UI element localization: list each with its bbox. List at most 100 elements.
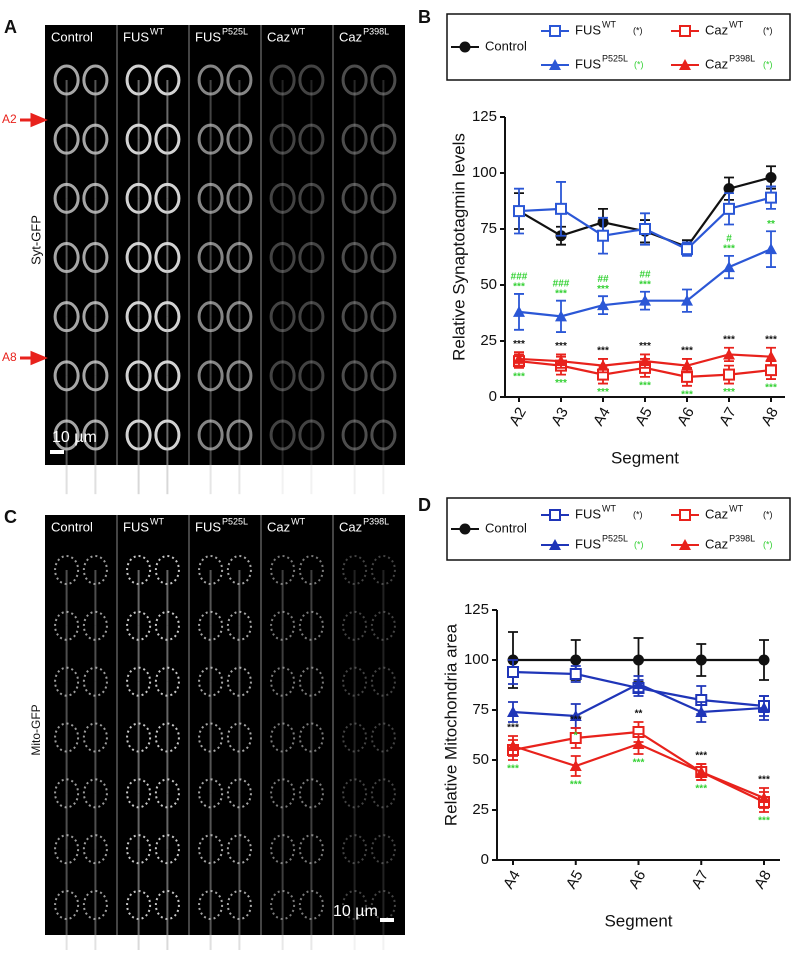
point <box>758 702 770 713</box>
column-label: Caz <box>267 519 290 534</box>
legend-label: FUS <box>575 536 601 551</box>
tissue-blob <box>53 419 80 451</box>
point <box>632 678 645 689</box>
column-label: FUS <box>195 29 221 44</box>
tissue-blob <box>226 419 253 451</box>
tissue-blob <box>298 778 324 809</box>
segment-arrow <box>20 112 48 128</box>
tissue-blob <box>82 555 108 585</box>
point <box>681 294 693 306</box>
column-label-sup: WT <box>291 516 305 526</box>
point <box>723 183 735 195</box>
legend-label: Control <box>485 38 527 53</box>
tissue-blob <box>269 123 296 155</box>
significance: *** <box>639 279 651 290</box>
significance: *** <box>758 816 770 827</box>
y-tick-label: 0 <box>489 388 497 405</box>
significance: *** <box>597 387 609 398</box>
tissue-blob <box>54 555 80 585</box>
legend-label-sup: WT <box>602 503 616 513</box>
significance: *** <box>555 288 567 299</box>
significance: *** <box>570 780 582 791</box>
y-tick-label: 25 <box>472 801 489 818</box>
tissue-blob <box>53 301 80 333</box>
significance: * <box>574 731 578 742</box>
point <box>681 359 693 371</box>
significance: *** <box>681 389 693 400</box>
tissue-blob <box>298 890 324 920</box>
column-label: Caz <box>339 519 362 534</box>
tissue-blob <box>126 610 152 641</box>
stain-label: Mito-GFP <box>29 704 43 755</box>
legend-note: (*) <box>763 25 773 35</box>
tissue-blob <box>270 778 296 809</box>
tissue-blob <box>269 242 296 273</box>
point <box>569 668 582 680</box>
point <box>633 654 644 666</box>
significance: *** <box>507 723 519 734</box>
tissue-blob <box>82 834 108 865</box>
significance: *** <box>570 715 582 726</box>
panel-letter: C <box>4 507 17 527</box>
tissue-blob <box>198 778 224 809</box>
column-label-sup: WT <box>291 26 305 36</box>
legend-label: Caz <box>705 506 728 521</box>
x-tick-label: A7 <box>688 867 712 891</box>
significance: *** <box>723 334 735 345</box>
tissue-blob <box>370 834 396 865</box>
segment-marker: A2 <box>2 112 17 126</box>
legend-note: (*) <box>634 59 644 69</box>
y-tick-label: 125 <box>464 601 489 618</box>
tissue-blob <box>126 555 152 585</box>
tissue-blob <box>197 419 224 451</box>
tissue-blob <box>154 890 180 920</box>
significance: *** <box>639 380 651 391</box>
tissue-blob <box>342 890 368 920</box>
tissue-blob <box>198 666 224 697</box>
point <box>723 261 735 273</box>
tissue-blob <box>82 778 108 809</box>
tissue-blob <box>298 123 325 155</box>
point <box>597 229 609 242</box>
tissue-blob <box>298 610 324 641</box>
legend-note: (*) <box>633 25 643 35</box>
tissue-blob <box>154 555 180 585</box>
point <box>679 59 691 70</box>
point <box>459 523 471 535</box>
significance: ### <box>553 278 570 289</box>
y-tick-label: 0 <box>481 851 489 868</box>
legend-box <box>446 13 791 81</box>
y-tick-label: 100 <box>464 651 489 668</box>
legend-note: (*) <box>633 509 643 519</box>
tissue-blob <box>154 834 180 865</box>
significance: *** <box>723 244 735 255</box>
tissue-blob <box>126 666 152 697</box>
column-label: FUS <box>123 519 149 534</box>
column-label: FUS <box>195 519 221 534</box>
significance: ### <box>511 272 528 283</box>
tissue-blob <box>82 360 109 392</box>
tissue-blob <box>226 834 252 865</box>
x-tick-label: A4 <box>500 867 524 891</box>
tissue-blob <box>298 666 324 697</box>
significance: *** <box>695 751 707 762</box>
tissue-blob <box>198 834 224 865</box>
legend-label-sup: WT <box>729 503 743 513</box>
legend-label-sup: P525L <box>602 533 628 543</box>
tissue-blob <box>82 610 108 641</box>
tissue-blob <box>270 834 296 865</box>
tissue-blob <box>298 64 325 96</box>
significance: *** <box>639 341 651 352</box>
point <box>570 654 582 666</box>
significance: *** <box>633 758 645 769</box>
tissue-blob <box>197 242 224 273</box>
tissue-blob <box>198 890 224 920</box>
tissue-blob <box>198 722 224 753</box>
tissue-blob <box>226 123 253 155</box>
point <box>639 223 651 235</box>
point <box>695 766 708 777</box>
tissue-blob <box>226 610 252 641</box>
point <box>681 370 693 383</box>
y-tick-label: 100 <box>472 164 497 181</box>
